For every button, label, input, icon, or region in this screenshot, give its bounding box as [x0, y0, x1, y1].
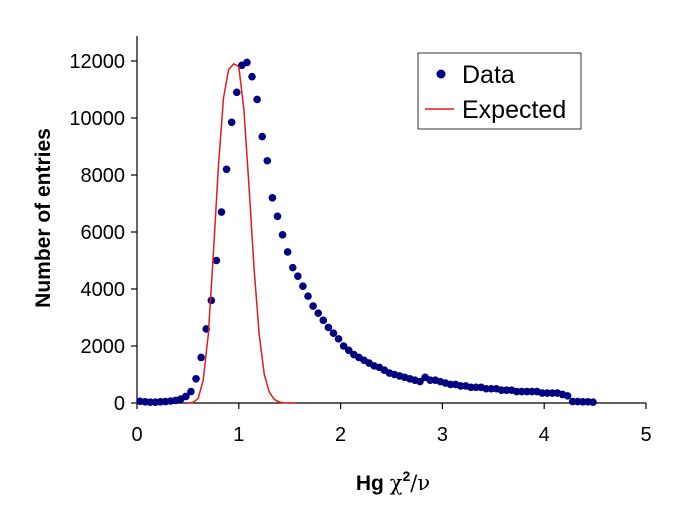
y-tick-label: 12000	[69, 51, 125, 73]
x-tick-label: 5	[640, 424, 651, 446]
legend-data-marker	[436, 69, 446, 79]
data-point	[197, 353, 205, 362]
data-point	[227, 118, 236, 127]
data-point	[299, 282, 307, 290]
x-axis-title-tail: /ν	[410, 471, 430, 495]
data-point	[294, 272, 302, 280]
data-point	[273, 212, 282, 221]
data-point	[319, 316, 328, 325]
data-point	[268, 194, 277, 202]
data-point	[253, 95, 261, 104]
data-point	[339, 342, 348, 350]
data-point	[344, 346, 353, 355]
ticks: 0 2000 4000 6000 8000 10000 12000 0 1 2 3 4 5	[69, 51, 651, 446]
y-tick-label: 4000	[81, 279, 126, 301]
data-point	[324, 323, 333, 332]
x-axis-title: Hg χ2/ν	[356, 468, 430, 495]
legend-expected-label: Expected	[462, 96, 566, 124]
data-point	[217, 208, 226, 216]
data-point	[258, 132, 267, 141]
expected-curve	[187, 63, 295, 404]
data-point	[243, 58, 251, 67]
data-point	[192, 374, 200, 383]
legend-box	[417, 52, 582, 130]
data-point	[334, 335, 343, 343]
y-axis-title: Number of entries	[32, 128, 55, 308]
x-axis-title-main: Hg	[356, 472, 390, 495]
data-point	[416, 377, 424, 386]
data-point	[182, 392, 190, 401]
axes	[136, 36, 646, 404]
y-tick-label: 6000	[81, 222, 126, 244]
y-tick-label: 2000	[81, 336, 126, 358]
data-point	[309, 302, 317, 310]
data-point	[212, 256, 221, 265]
data-point	[304, 292, 312, 300]
data-point	[248, 72, 256, 81]
y-tick-label: 0	[114, 393, 125, 415]
x-tick-label: 4	[539, 424, 550, 446]
legend: Data Expected	[417, 52, 582, 130]
y-tick-label: 8000	[81, 165, 126, 187]
data-point	[329, 329, 338, 337]
data-point	[222, 165, 231, 174]
x-axis-title-superscript: 2	[402, 468, 410, 484]
data-point	[207, 296, 216, 305]
data-point	[187, 387, 195, 396]
data-point	[278, 231, 287, 239]
plot-area	[136, 58, 597, 406]
data-point	[232, 88, 241, 97]
data-point	[283, 248, 292, 256]
data-point	[589, 398, 597, 406]
legend-data-label: Data	[462, 61, 515, 89]
y-tick-label: 10000	[69, 108, 125, 130]
x-tick-label: 0	[131, 424, 142, 446]
data-point	[314, 309, 323, 318]
x-tick-label: 3	[437, 424, 448, 446]
data-point	[563, 392, 572, 400]
data-point	[263, 156, 272, 165]
data-point	[288, 263, 297, 272]
x-tick-label: 2	[335, 424, 346, 446]
x-tick-label: 1	[233, 424, 244, 446]
chi-symbol: χ	[390, 471, 403, 495]
